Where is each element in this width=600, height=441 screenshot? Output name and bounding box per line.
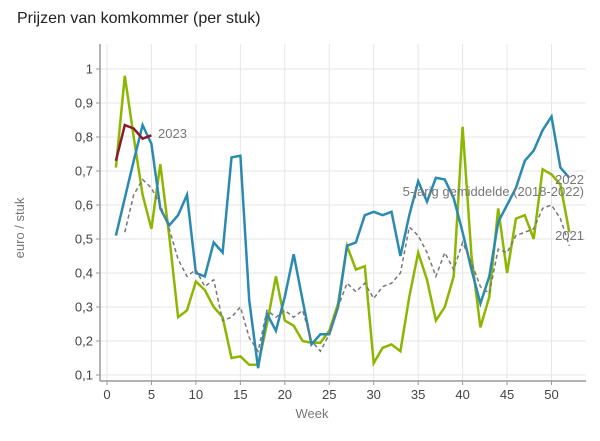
- x-tick-label: 20: [278, 387, 292, 402]
- y-axis-label: euro / stuk: [12, 197, 27, 258]
- x-tick-label: 45: [500, 387, 514, 402]
- x-axis-label: Week: [296, 406, 329, 421]
- y-tick-label: 0,5: [75, 232, 93, 247]
- y-tick-label: 0,3: [75, 300, 93, 315]
- y-tick-label: 0,7: [75, 164, 93, 179]
- x-tick-label: 40: [455, 387, 469, 402]
- y-tick-label: 0,4: [75, 266, 93, 281]
- series-line-5-jarig-gemiddelde-2018-2022-: [124, 178, 571, 354]
- y-tick-label: 0,1: [75, 368, 93, 383]
- x-tick-label: 50: [544, 387, 558, 402]
- x-tick-label: 25: [322, 387, 336, 402]
- grid-lines: [100, 44, 586, 381]
- chart-title: Prijzen van komkommer (per stuk): [17, 10, 261, 27]
- series-line-2021: [114, 75, 571, 368]
- series-lines: [114, 75, 571, 369]
- series-label: 5-jarig gemiddelde (2018-2022): [403, 184, 584, 199]
- series-label: 2022: [555, 172, 584, 187]
- x-tick-label: 5: [148, 387, 155, 402]
- x-tick-label: 35: [411, 387, 425, 402]
- y-tick-label: 0,6: [75, 198, 93, 213]
- axes: 0,10,20,30,40,50,60,70,80,910 5 10 15 20 25 30…: [75, 44, 586, 402]
- series-label: 2023: [158, 126, 187, 141]
- y-tick-label: 0,2: [75, 334, 93, 349]
- series-line-2022: [114, 113, 571, 369]
- series-label: 2021: [555, 228, 584, 243]
- series-line-2023: [114, 123, 152, 162]
- x-tick-label: 10: [189, 387, 203, 402]
- x-tick-label: 30: [366, 387, 380, 402]
- y-tick-label: 0,8: [75, 130, 93, 145]
- y-tick-label: 0,9: [75, 96, 93, 111]
- x-tick-label: 15: [233, 387, 247, 402]
- x-tick-label: 0: [103, 387, 110, 402]
- y-tick-label: 1: [86, 62, 93, 77]
